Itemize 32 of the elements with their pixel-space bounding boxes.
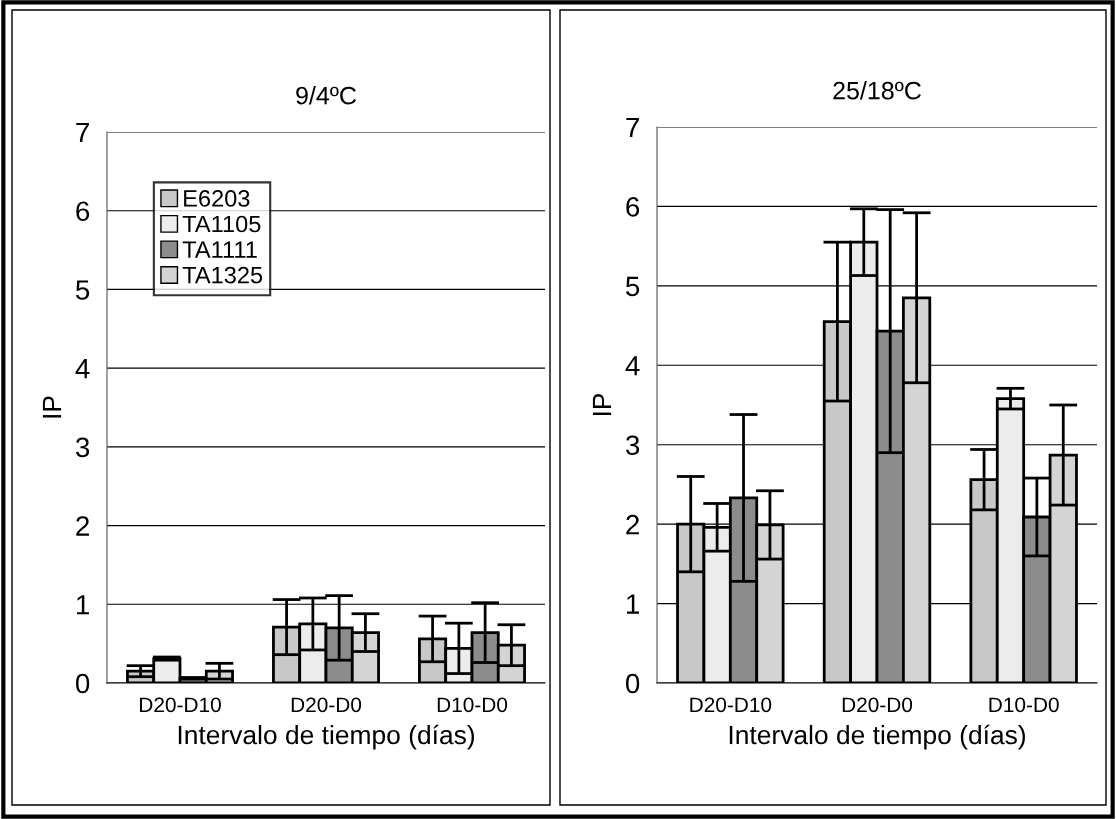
x-tick-label: D10-D0 <box>437 697 508 713</box>
legend-label: E6203 <box>184 190 250 207</box>
legend-label: TA1325 <box>182 266 263 284</box>
chart-title: 25/18ºC <box>833 81 921 100</box>
y-tick-label: 2 <box>76 516 89 536</box>
y-tick-label: 1 <box>77 595 89 615</box>
y-tick-label: 2 <box>626 514 639 535</box>
y-tick-label: 0 <box>75 673 90 694</box>
legend-label: TA1111 <box>182 241 257 258</box>
y-tick-label: 3 <box>625 435 640 456</box>
y-tick-label: 6 <box>76 201 90 222</box>
x-tick-label: D20-D10 <box>140 697 221 713</box>
y-axis-title: IP <box>592 393 612 416</box>
y-tick-label: 4 <box>625 356 640 376</box>
y-tick-label: 3 <box>75 437 90 458</box>
y-tick-label: 6 <box>626 197 640 217</box>
legend-label: TA1105 <box>182 215 261 233</box>
x-axis-title: Intervalo de tiempo (días) <box>178 724 474 750</box>
x-tick-label: D20-D0 <box>842 697 913 713</box>
y-tick-label: 5 <box>626 276 640 297</box>
x-tick-label: D20-D10 <box>690 697 772 713</box>
y-tick-label: 5 <box>76 280 90 300</box>
y-tick-label: 1 <box>627 594 639 614</box>
chart-title: 9/4ºC <box>296 86 357 105</box>
y-axis-title: IP <box>42 396 62 418</box>
y-tick-label: 0 <box>625 673 640 694</box>
x-tick-label: D20-D0 <box>291 697 362 713</box>
y-tick-label: 4 <box>75 359 90 379</box>
x-tick-label: D10-D0 <box>989 697 1059 713</box>
x-axis-title: Intervalo de tiempo (días) <box>729 724 1025 750</box>
y-tick-label: 7 <box>76 122 89 143</box>
y-tick-label: 7 <box>626 117 639 138</box>
